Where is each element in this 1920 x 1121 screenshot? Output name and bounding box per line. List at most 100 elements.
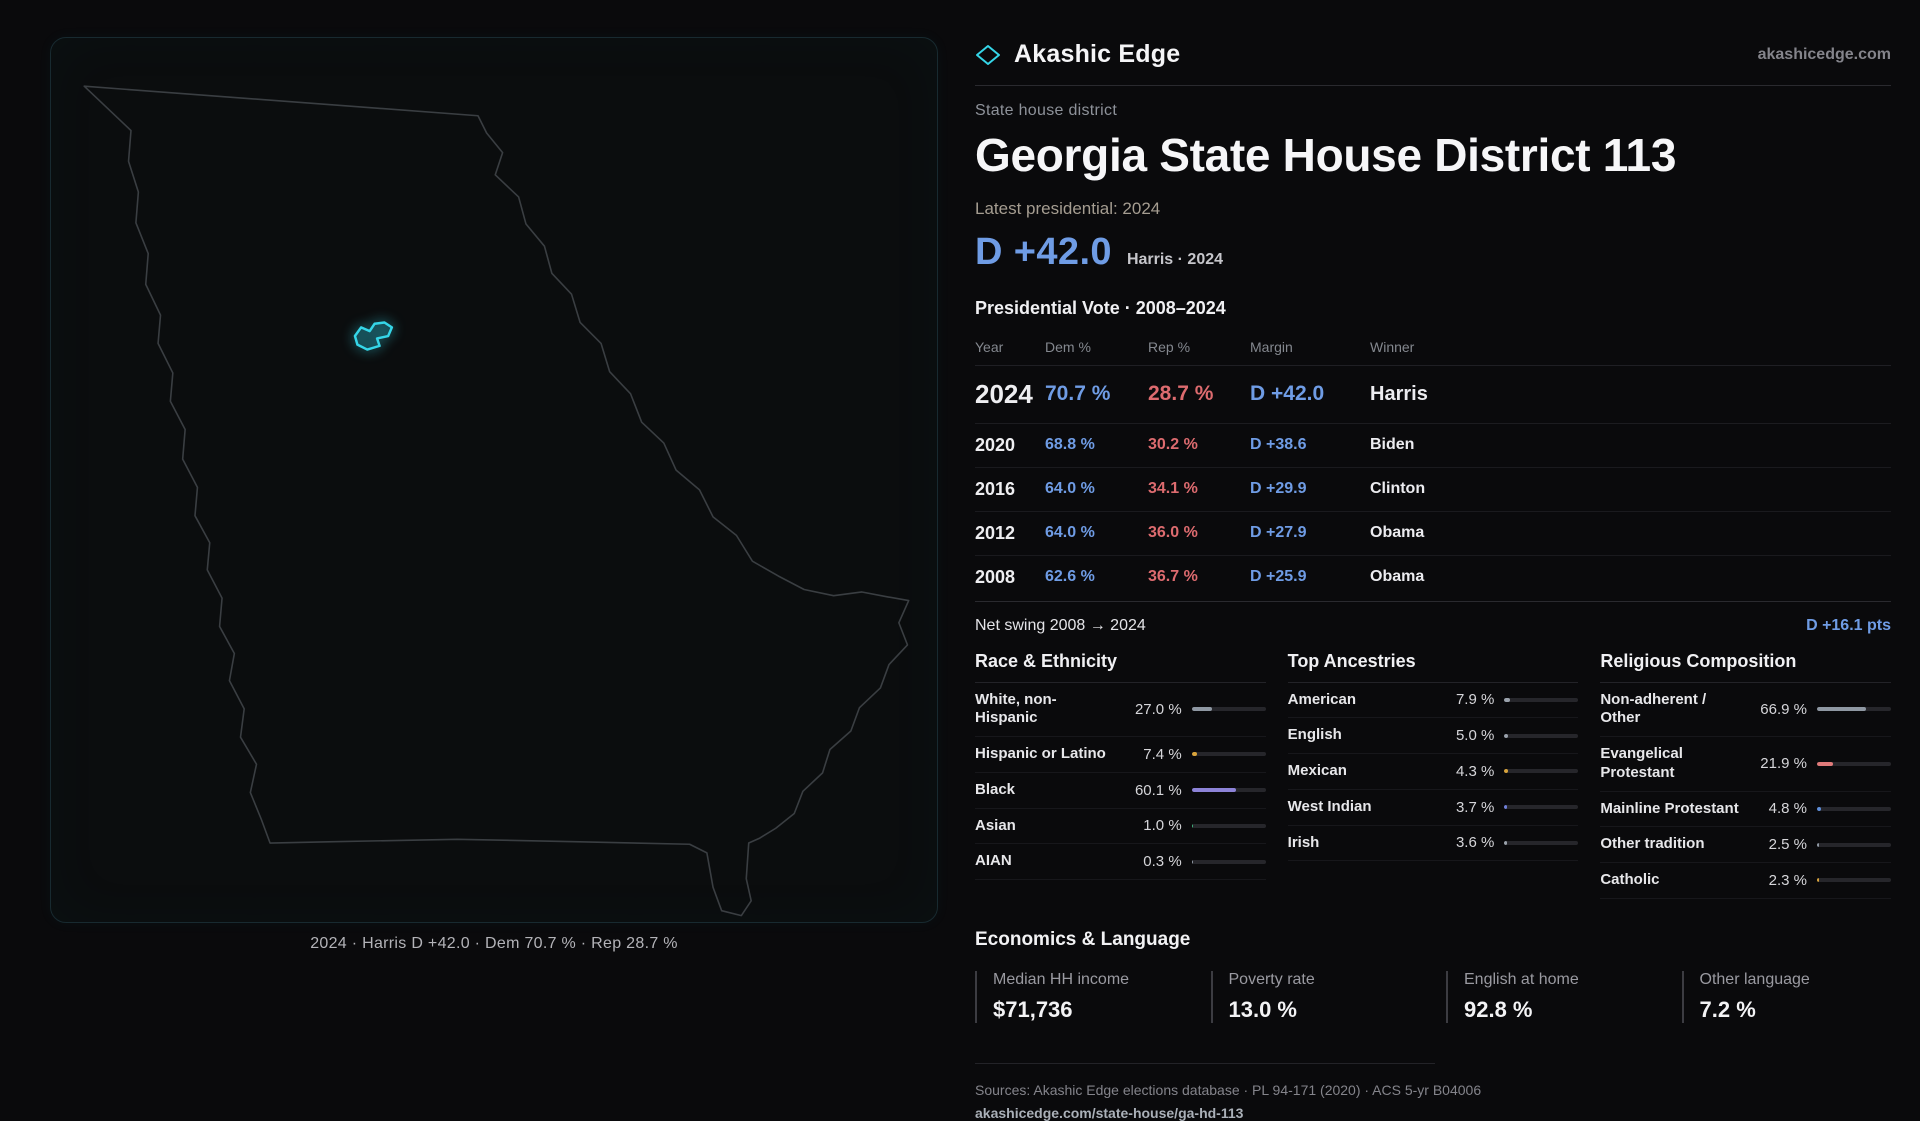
permalink-link[interactable]: akashicedge.com/state-house/ga-hd-113 bbox=[975, 1104, 1244, 1121]
demo-bar-track bbox=[1816, 761, 1891, 766]
georgia-state-outline bbox=[83, 85, 910, 917]
demo-value: 0.3 % bbox=[1143, 853, 1182, 871]
stat-value: 7.2 % bbox=[1699, 996, 1756, 1022]
rep-cell: 34.1 % bbox=[1148, 480, 1198, 498]
demo-bar-track bbox=[1504, 840, 1579, 845]
demo-bar-fill bbox=[1504, 840, 1507, 845]
col-winner: Winner bbox=[1370, 338, 1415, 355]
demo-label: West Indian bbox=[1287, 797, 1372, 815]
net-swing-row: Net swing 2008 → 2024 D +16.1 pts bbox=[975, 602, 1891, 647]
demo-row: Black 60.1 % bbox=[975, 773, 1266, 809]
demo-bar-track bbox=[1504, 805, 1579, 810]
demo-label: AIAN bbox=[975, 852, 1012, 870]
demo-label: Mainline Protestant bbox=[1600, 799, 1739, 817]
demo-label: American bbox=[1287, 690, 1357, 708]
stat-label: Median HH income bbox=[993, 970, 1130, 988]
demo-value: 1.0 % bbox=[1143, 817, 1182, 835]
year-cell: 2012 bbox=[975, 522, 1016, 543]
stat-median-hh-income: Median HH income $71,736 bbox=[975, 970, 1185, 1023]
demo-bar-track bbox=[1191, 788, 1266, 793]
demo-bar-track bbox=[1191, 859, 1266, 864]
demo-bar-track bbox=[1816, 707, 1891, 712]
demo-bar-fill bbox=[1816, 707, 1867, 712]
net-swing-label: Net swing 2008 → 2024 bbox=[975, 616, 1146, 634]
margin-cell: D +29.9 bbox=[1250, 480, 1307, 498]
district-113-highlight[interactable] bbox=[353, 321, 394, 351]
dem-cell: 64.0 % bbox=[1045, 524, 1095, 542]
year-cell: 2008 bbox=[975, 566, 1016, 587]
demo-label: Evangelical Protestant bbox=[1600, 745, 1683, 781]
top-ancestries-section: Top Ancestries American 7.9 % English 5.… bbox=[1287, 651, 1579, 899]
economics-grid: Median HH income $71,736 Poverty rate 13… bbox=[975, 970, 1891, 1023]
demo-row: English 5.0 % bbox=[1287, 718, 1579, 755]
religious-composition-section: Religious Composition Non-adherent / Oth… bbox=[1600, 651, 1891, 899]
demo-bar-track bbox=[1816, 842, 1891, 847]
page-title: Georgia State House District 113 bbox=[975, 129, 1677, 181]
demo-value: 4.8 % bbox=[1768, 800, 1807, 818]
winner-cell: Harris bbox=[1370, 382, 1428, 405]
margin-cell: D +25.9 bbox=[1250, 568, 1307, 586]
stat-value: 92.8 % bbox=[1464, 996, 1533, 1022]
rep-cell: 28.7 % bbox=[1148, 382, 1214, 406]
demo-row: Asian 1.0 % bbox=[975, 809, 1266, 845]
economics-title: Economics & Language bbox=[975, 928, 1191, 950]
stat-value: $71,736 bbox=[993, 996, 1073, 1022]
brand-name: Akashic Edge bbox=[1014, 40, 1181, 68]
demo-row: Mainline Protestant 4.8 % bbox=[1600, 792, 1891, 828]
demo-label: Hispanic or Latino bbox=[975, 745, 1106, 763]
demo-bar-fill bbox=[1191, 707, 1212, 712]
demo-bar-track bbox=[1816, 806, 1891, 811]
latest-presidential-label: Latest presidential: 2024 bbox=[975, 198, 1161, 218]
demo-value: 27.0 % bbox=[1134, 700, 1182, 718]
demo-label: English bbox=[1287, 726, 1342, 744]
demo-value: 3.7 % bbox=[1455, 798, 1495, 816]
section-title: Race & Ethnicity bbox=[975, 651, 1266, 683]
georgia-map bbox=[83, 85, 910, 917]
table-row-2008: 2008 62.6 % 36.7 % D +25.9 Obama bbox=[975, 556, 1891, 599]
site-domain-link[interactable]: akashicedge.com bbox=[1757, 45, 1891, 63]
year-cell: 2016 bbox=[975, 478, 1016, 499]
stat-english-at-home: English at home 92.8 % bbox=[1446, 970, 1656, 1023]
vote-table: Year Dem % Rep % Margin Winner 2024 70.7… bbox=[975, 331, 1891, 599]
footer-divider bbox=[975, 1062, 1435, 1064]
demo-label: Irish bbox=[1287, 833, 1320, 851]
demo-label: Catholic bbox=[1600, 871, 1660, 889]
demo-label: Other tradition bbox=[1600, 835, 1705, 853]
demo-bar-track bbox=[1504, 733, 1579, 738]
vote-table-title: Presidential Vote · 2008–2024 bbox=[975, 297, 1226, 318]
headline-margin-row: D +42.0 Harris · 2024 bbox=[975, 231, 1891, 274]
rep-cell: 36.7 % bbox=[1148, 568, 1198, 586]
demo-value: 3.6 % bbox=[1455, 834, 1495, 852]
demo-row: Mexican 4.3 % bbox=[1287, 754, 1579, 790]
rep-cell: 30.2 % bbox=[1148, 436, 1198, 454]
margin-cell: D +27.9 bbox=[1250, 524, 1307, 542]
section-title: Religious Composition bbox=[1600, 651, 1891, 683]
headline-margin-sub: Harris · 2024 bbox=[1126, 250, 1224, 268]
demo-bar-fill bbox=[1816, 806, 1821, 811]
sources-text: Sources: Akashic Edge elections database… bbox=[975, 1081, 1482, 1098]
col-margin: Margin bbox=[1250, 338, 1293, 355]
stat-label: Poverty rate bbox=[1228, 970, 1315, 988]
demo-value: 5.0 % bbox=[1455, 727, 1495, 745]
demo-bar-track bbox=[1191, 752, 1266, 757]
margin-cell: D +42.0 bbox=[1250, 382, 1325, 406]
report-panel: Akashic Edge akashicedge.com State house… bbox=[975, 36, 1891, 1121]
demo-bar-track bbox=[1504, 697, 1579, 702]
year-cell: 2020 bbox=[975, 434, 1016, 455]
section-title: Top Ancestries bbox=[1287, 651, 1579, 683]
winner-cell: Obama bbox=[1370, 524, 1425, 542]
demo-row: AIAN 0.3 % bbox=[975, 844, 1266, 881]
demo-bar-fill bbox=[1504, 697, 1511, 702]
table-row-2016: 2016 64.0 % 34.1 % D +29.9 Clinton bbox=[975, 468, 1891, 512]
demo-bar-track bbox=[1816, 878, 1891, 883]
race-ethnicity-section: Race & Ethnicity White, non-Hispanic 27.… bbox=[975, 651, 1266, 899]
demo-row: Hispanic or Latino 7.4 % bbox=[975, 737, 1266, 773]
demo-bar-fill bbox=[1816, 878, 1819, 883]
demo-row: American 7.9 % bbox=[1287, 683, 1579, 719]
winner-cell: Obama bbox=[1370, 568, 1425, 586]
demo-bar-track bbox=[1191, 823, 1266, 828]
demographics-grid: Race & Ethnicity White, non-Hispanic 27.… bbox=[975, 651, 1891, 899]
demo-label: Non-adherent / Other bbox=[1600, 690, 1707, 727]
demo-bar-fill bbox=[1816, 842, 1819, 847]
demo-bar-fill bbox=[1191, 752, 1198, 757]
